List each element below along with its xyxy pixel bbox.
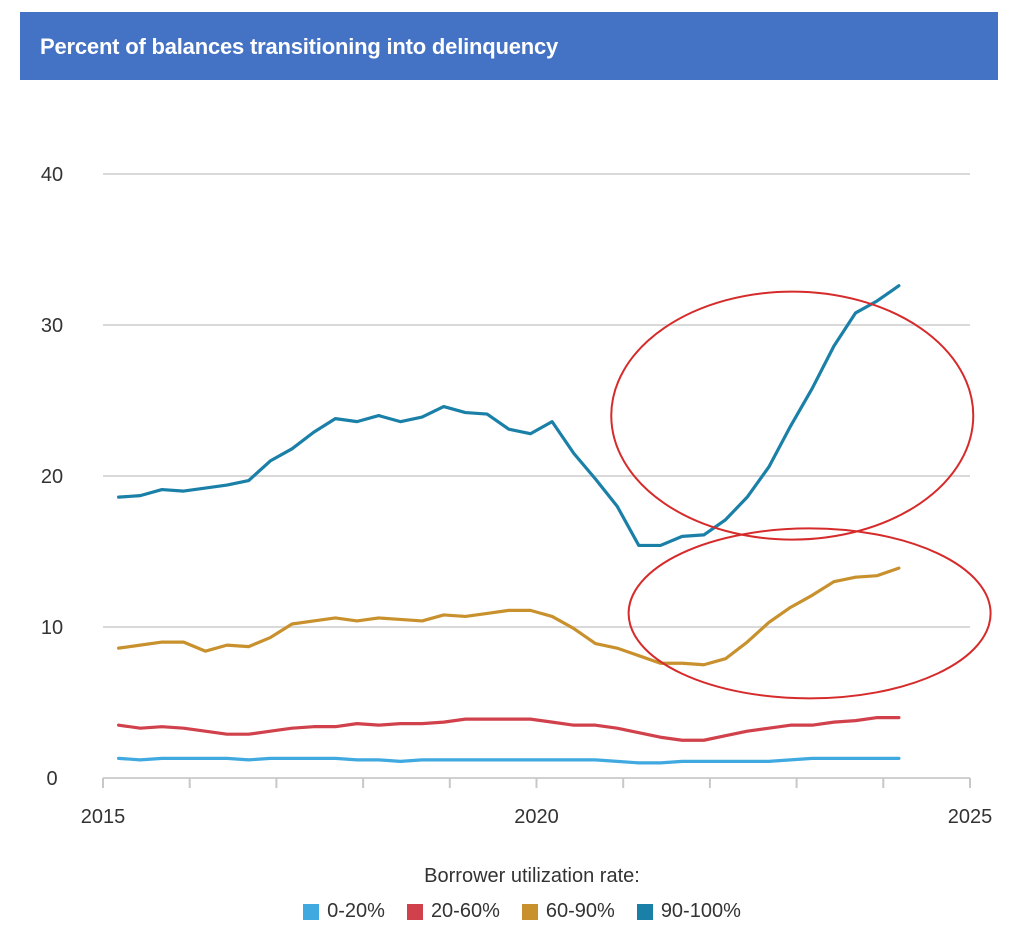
y-tick-label: 0	[46, 768, 57, 790]
x-tick-label: 2025	[948, 806, 993, 828]
x-tick-label: 2020	[514, 806, 559, 828]
chart-title: Percent of balances transitioning into d…	[40, 34, 559, 59]
legend-label: 60-90%	[545, 900, 615, 922]
y-tick-label: 10	[41, 617, 63, 639]
series-line-0-20%	[117, 756, 901, 765]
legend-item-20-60[interactable]: 20-60%	[406, 900, 500, 923]
y-tick-label: 30	[41, 315, 63, 337]
annotations	[610, 290, 992, 700]
gridlines	[103, 173, 970, 628]
series-line-60-90%	[117, 566, 901, 667]
legend-label: 90-100%	[660, 900, 741, 922]
x-tick-label: 2015	[81, 806, 126, 828]
legend-label: 20-60%	[430, 900, 500, 922]
y-axis: 0 10 20 30 40	[41, 164, 63, 790]
legend-swatch	[406, 903, 423, 920]
legend-item-90-100[interactable]: 90-100%	[636, 900, 741, 923]
y-tick-label: 40	[41, 164, 63, 186]
legend-swatch	[636, 903, 653, 920]
series-lines	[117, 284, 901, 765]
series-line-20-60%	[117, 715, 901, 742]
series-line-90-100%	[117, 284, 901, 548]
annotation-ellipse-60-90	[627, 527, 992, 700]
x-axis: 2015 2020 2025	[81, 777, 993, 828]
legend-item-60-90[interactable]: 60-90%	[521, 900, 615, 923]
legend-title: Borrower utilization rate:	[424, 865, 640, 887]
annotation-ellipse-90-100	[610, 290, 975, 541]
legend-swatch	[303, 903, 320, 920]
legend-item-0-20[interactable]: 0-20%	[303, 900, 385, 923]
chart-header: Percent of balances transitioning into d…	[20, 12, 998, 80]
legend-swatch	[521, 903, 538, 920]
y-tick-label: 20	[41, 466, 63, 488]
legend-label: 0-20%	[327, 900, 385, 922]
legend: Borrower utilization rate: 0-20% 20-60% …	[0, 865, 1024, 923]
line-chart: 0 10 20 30 40 2015 2020 2025	[41, 164, 993, 828]
